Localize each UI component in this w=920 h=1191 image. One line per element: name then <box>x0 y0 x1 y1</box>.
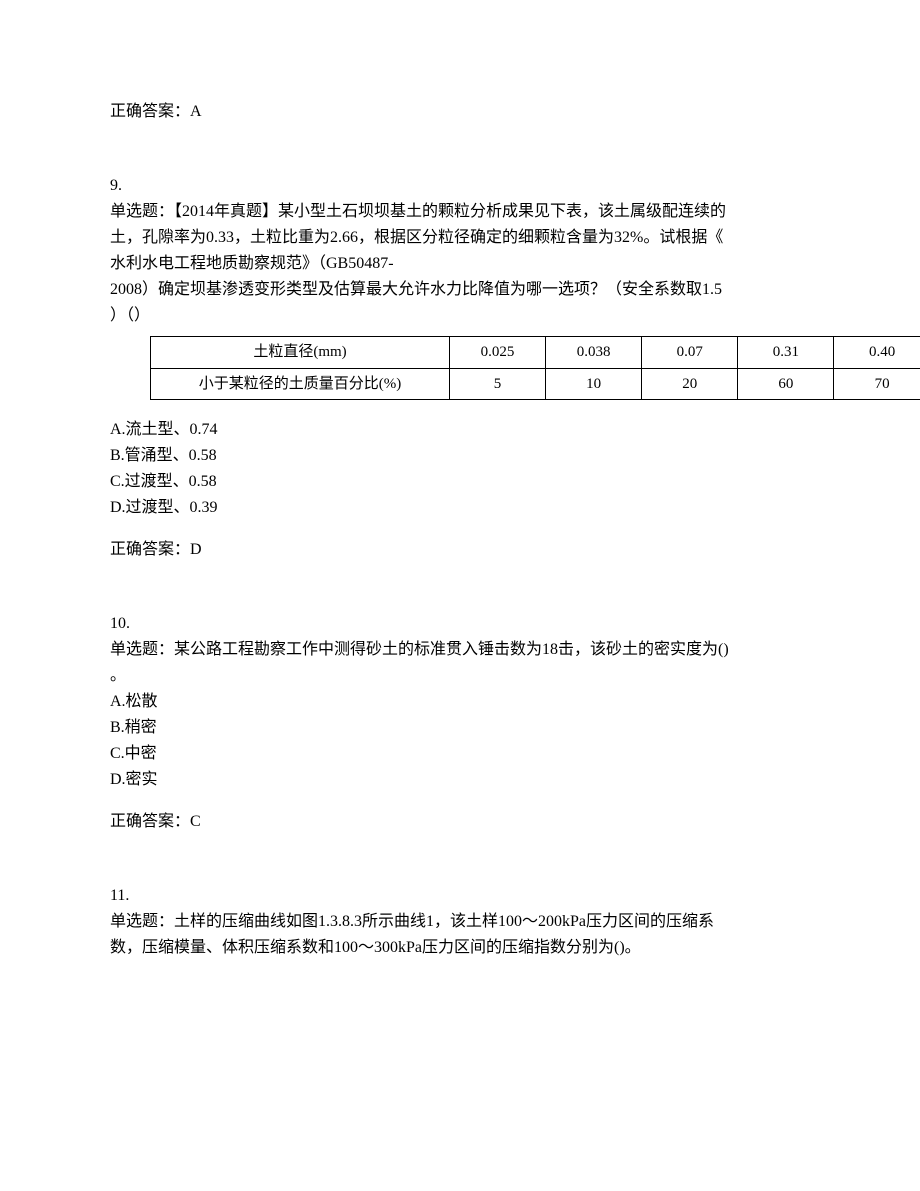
table-data-cell: 0.40 <box>834 337 920 369</box>
question-number: 9. <box>110 174 810 198</box>
question-11: 11. 单选题：土样的压缩曲线如图1.3.8.3所示曲线1，该土样100～200… <box>110 884 810 960</box>
table-data-cell: 70 <box>834 368 920 400</box>
option-a: A.松散 <box>110 690 810 714</box>
table-data-cell: 60 <box>738 368 834 400</box>
option-b: B.稍密 <box>110 716 810 740</box>
options-list: A.流土型、0.74 B.管涌型、0.58 C.过渡型、0.58 D.过渡型、0… <box>110 418 810 520</box>
question-stem-line: 2008）确定坝基渗透变形类型及估算最大允许水力比降值为哪一选项？（安全系数取1… <box>110 278 810 302</box>
question-stem-line: ）（） <box>110 304 810 328</box>
question-stem-line: 单选题：【2014年真题】某小型土石坝坝基土的颗粒分析成果见下表，该土属级配连续… <box>110 200 810 224</box>
table-data-cell: 0.07 <box>642 337 738 369</box>
question-stem-line: 土，孔隙率为0.33，土粒比重为2.66，根据区分粒径确定的细颗粒含量为32%。… <box>110 226 810 250</box>
option-a: A.流土型、0.74 <box>110 418 810 442</box>
table-data-cell: 0.31 <box>738 337 834 369</box>
table-header-cell: 小于某粒径的土质量百分比(%) <box>151 368 450 400</box>
table-data-cell: 10 <box>546 368 642 400</box>
correct-answer: 正确答案：D <box>110 538 810 562</box>
question-number: 11. <box>110 884 810 908</box>
table-header-cell: 土粒直径(mm) <box>151 337 450 369</box>
option-d: D.过渡型、0.39 <box>110 496 810 520</box>
question-stem-line: 数，压缩模量、体积压缩系数和100～300kPa压力区间的压缩指数分别为()。 <box>110 936 810 960</box>
table-data-cell: 5 <box>449 368 545 400</box>
table-row: 小于某粒径的土质量百分比(%) 5 10 20 60 70 <box>151 368 920 400</box>
table-data-cell: 0.038 <box>546 337 642 369</box>
question-10: 10. 单选题：某公路工程勘察工作中测得砂土的标准贯入锤击数为18击，该砂土的密… <box>110 612 810 834</box>
option-c: C.过渡型、0.58 <box>110 470 810 494</box>
question-9: 9. 单选题：【2014年真题】某小型土石坝坝基土的颗粒分析成果见下表，该土属级… <box>110 174 810 562</box>
question-stem-line: 单选题：某公路工程勘察工作中测得砂土的标准贯入锤击数为18击，该砂土的密实度为(… <box>110 638 810 662</box>
option-d: D.密实 <box>110 768 810 792</box>
question-stem-line: 单选题：土样的压缩曲线如图1.3.8.3所示曲线1，该土样100～200kPa压… <box>110 910 810 934</box>
option-b: B.管涌型、0.58 <box>110 444 810 468</box>
table-row: 土粒直径(mm) 0.025 0.038 0.07 0.31 0.40 <box>151 337 920 369</box>
option-c: C.中密 <box>110 742 810 766</box>
table-data-cell: 20 <box>642 368 738 400</box>
prev-correct-answer: 正确答案：A <box>110 100 810 124</box>
particle-size-table: 土粒直径(mm) 0.025 0.038 0.07 0.31 0.40 小于某粒… <box>150 336 920 400</box>
table-data-cell: 0.025 <box>449 337 545 369</box>
correct-answer: 正确答案：C <box>110 810 810 834</box>
question-stem-line: 水利水电工程地质勘察规范》（GB50487- <box>110 252 810 276</box>
question-stem-line: 。 <box>110 664 810 688</box>
options-list: A.松散 B.稍密 C.中密 D.密实 <box>110 690 810 792</box>
question-number: 10. <box>110 612 810 636</box>
